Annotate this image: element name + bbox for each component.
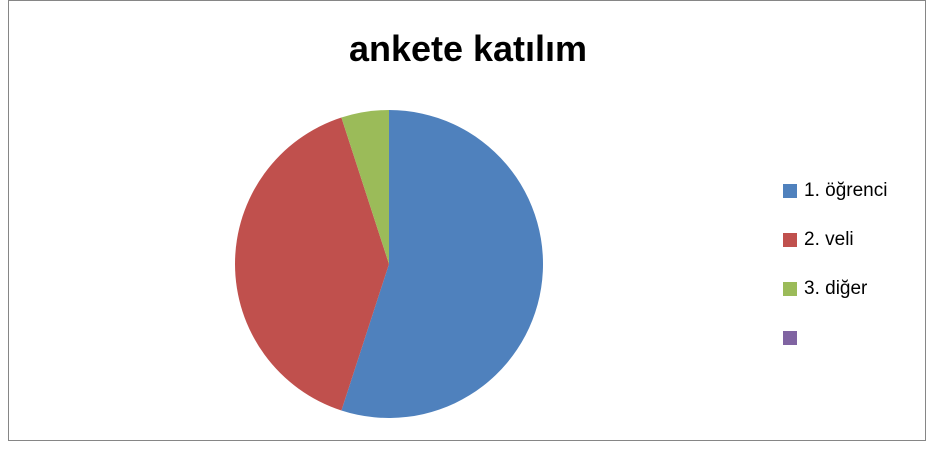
pie-slice-3 [341, 110, 389, 264]
chart-title: ankete katılım [348, 28, 588, 69]
pie-slices [235, 109, 544, 418]
pie-slice-2 [235, 117, 389, 411]
legend-item-2: 2. veli [783, 227, 887, 276]
legend-swatch-1 [783, 184, 797, 198]
legend-swatch-2 [783, 233, 797, 247]
legend-item-1: 1. öğrenci [783, 178, 887, 227]
legend-label-1: 1. öğrenci [804, 180, 888, 201]
legend: 1. öğrenci 2. veli 3. diğer [783, 178, 887, 374]
legend-swatch-3 [783, 282, 797, 296]
legend-item-4 [783, 325, 887, 374]
legend-label-2: 2. veli [804, 229, 854, 250]
pie-slice-1 [341, 109, 544, 418]
legend-swatch-4 [783, 331, 797, 345]
legend-label-3: 3. diğer [804, 278, 868, 299]
legend-item-3: 3. diğer [783, 276, 887, 325]
